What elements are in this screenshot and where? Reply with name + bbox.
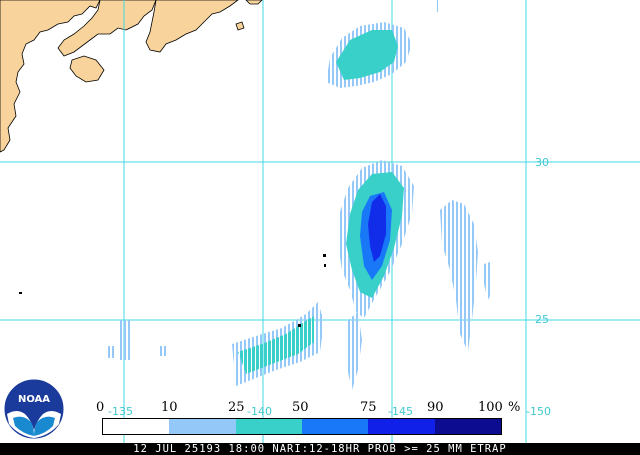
legend-value-25: 25 (228, 400, 245, 415)
legend-swatch-75-90 (368, 419, 435, 434)
legend-value-75: 75 (360, 400, 377, 415)
prob-area-central-peak (368, 194, 386, 262)
legend-swatch-10-25 (169, 419, 236, 434)
noaa-logo-icon: NOAA (3, 378, 65, 440)
legend-swatch-50-75 (301, 419, 369, 434)
legend-swatch-90-100 (434, 419, 501, 434)
legend-swatch-0-10 (103, 419, 170, 434)
prob-speck-3 (160, 346, 166, 356)
legend-unit: % (508, 400, 521, 415)
prob-area-north-core (336, 30, 398, 80)
probability-areas (108, 0, 492, 390)
lat-label-25: 25 (535, 313, 549, 326)
legend-value-100: 100 (478, 400, 503, 415)
lon-label-140: -140 (247, 405, 272, 418)
prob-area-east-2 (484, 262, 492, 300)
prob-area-southwest-mid (238, 316, 314, 374)
lat-label-30: 30 (535, 156, 549, 169)
legend-value-10: 10 (161, 400, 178, 415)
prob-area-tail (348, 312, 362, 390)
prob-speck-4 (437, 0, 440, 12)
lon-label-145: -145 (388, 405, 413, 418)
islands (19, 254, 326, 327)
lon-label-135: -135 (108, 405, 133, 418)
legend-value-50: 50 (292, 400, 309, 415)
legend-value-90: 90 (427, 400, 444, 415)
prob-speck-2 (108, 346, 114, 358)
prob-area-east (440, 200, 478, 352)
legend-color-bar (102, 418, 502, 435)
lon-label-150: -150 (526, 405, 551, 418)
footer-caption: 12 JUL 25193 18:00 NARI:12-18HR PROB >= … (0, 443, 640, 455)
prob-speck-1 (120, 320, 130, 360)
legend-value-0: 0 (96, 400, 105, 415)
legend-swatch-25-50 (235, 419, 302, 434)
noaa-logo-text: NOAA (18, 394, 50, 405)
land-japan (0, 0, 263, 153)
